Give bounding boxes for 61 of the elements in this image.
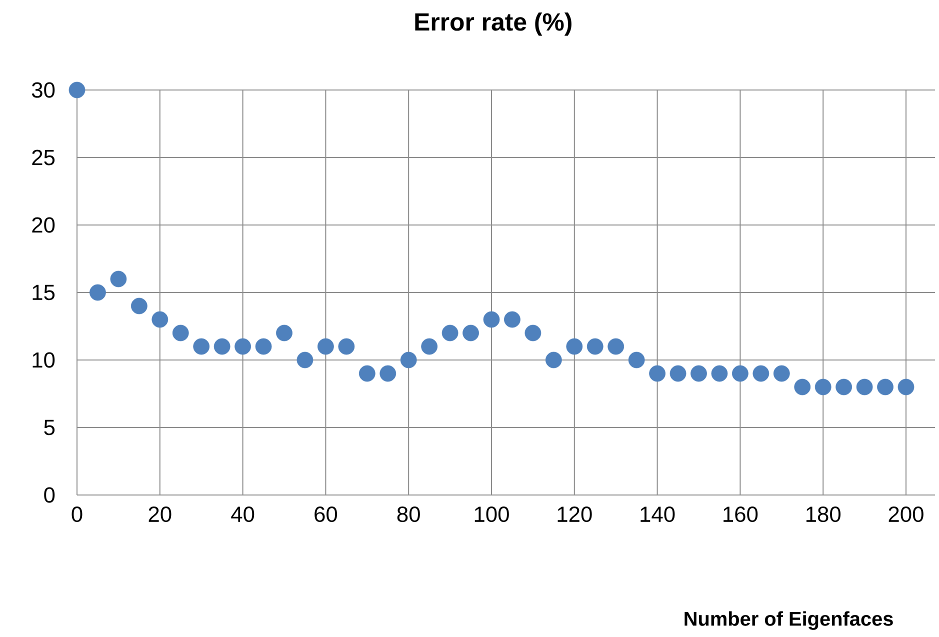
x-tick-label: 100: [474, 506, 509, 522]
point: [318, 338, 334, 355]
point: [877, 378, 894, 396]
point: [442, 324, 458, 342]
y-tick-label: 30: [32, 82, 55, 98]
x-axis-title: Number of Eigenfaces: [684, 611, 893, 630]
point: [545, 352, 562, 368]
point: [773, 365, 790, 382]
point: [358, 365, 376, 382]
point: [152, 311, 168, 328]
point: [524, 324, 542, 342]
point: [608, 338, 624, 355]
point: [214, 338, 230, 355]
point: [338, 338, 355, 355]
point: [566, 338, 583, 355]
x-tick-label: 140: [640, 506, 675, 522]
point: [193, 338, 210, 355]
point: [836, 378, 852, 396]
point: [711, 365, 728, 382]
point: [483, 311, 500, 328]
x-tick-label: 200: [888, 506, 924, 522]
point: [628, 352, 645, 368]
x-tick-label: 60: [314, 506, 338, 522]
y-tick-label: 25: [32, 150, 55, 166]
x-tick-label: 40: [231, 506, 254, 522]
x-tick-label: 20: [148, 506, 172, 522]
point: [898, 378, 914, 396]
point: [421, 338, 438, 355]
point: [400, 352, 417, 368]
point: [276, 324, 292, 342]
point: [504, 311, 520, 328]
point: [732, 365, 748, 382]
point: [752, 365, 770, 382]
point: [90, 284, 106, 301]
point: [255, 338, 272, 355]
point: [380, 365, 396, 382]
point: [172, 324, 189, 342]
x-tick-label: 120: [558, 506, 592, 522]
y-tick-label: 5: [44, 420, 55, 436]
y-tick-label: 10: [32, 352, 55, 368]
x-tick-label: 180: [806, 506, 841, 522]
x-tick-label: 80: [397, 506, 420, 522]
point: [234, 338, 251, 355]
chart-title: Error rate (%): [415, 12, 572, 36]
point: [586, 338, 604, 355]
point: [670, 365, 686, 382]
y-tick-label: 0: [44, 487, 55, 503]
x-tick-label: 0: [72, 506, 82, 522]
point: [110, 270, 127, 288]
point: [68, 82, 86, 98]
point: [794, 378, 811, 396]
point: [462, 324, 479, 342]
point: [296, 352, 314, 368]
x-tick-label: 160: [724, 506, 758, 522]
y-tick-label: 15: [32, 284, 55, 300]
point: [130, 298, 148, 314]
point: [649, 365, 666, 382]
y-tick-label: 20: [32, 217, 55, 233]
point: [814, 378, 832, 396]
point: [856, 378, 873, 396]
point: [690, 365, 707, 382]
